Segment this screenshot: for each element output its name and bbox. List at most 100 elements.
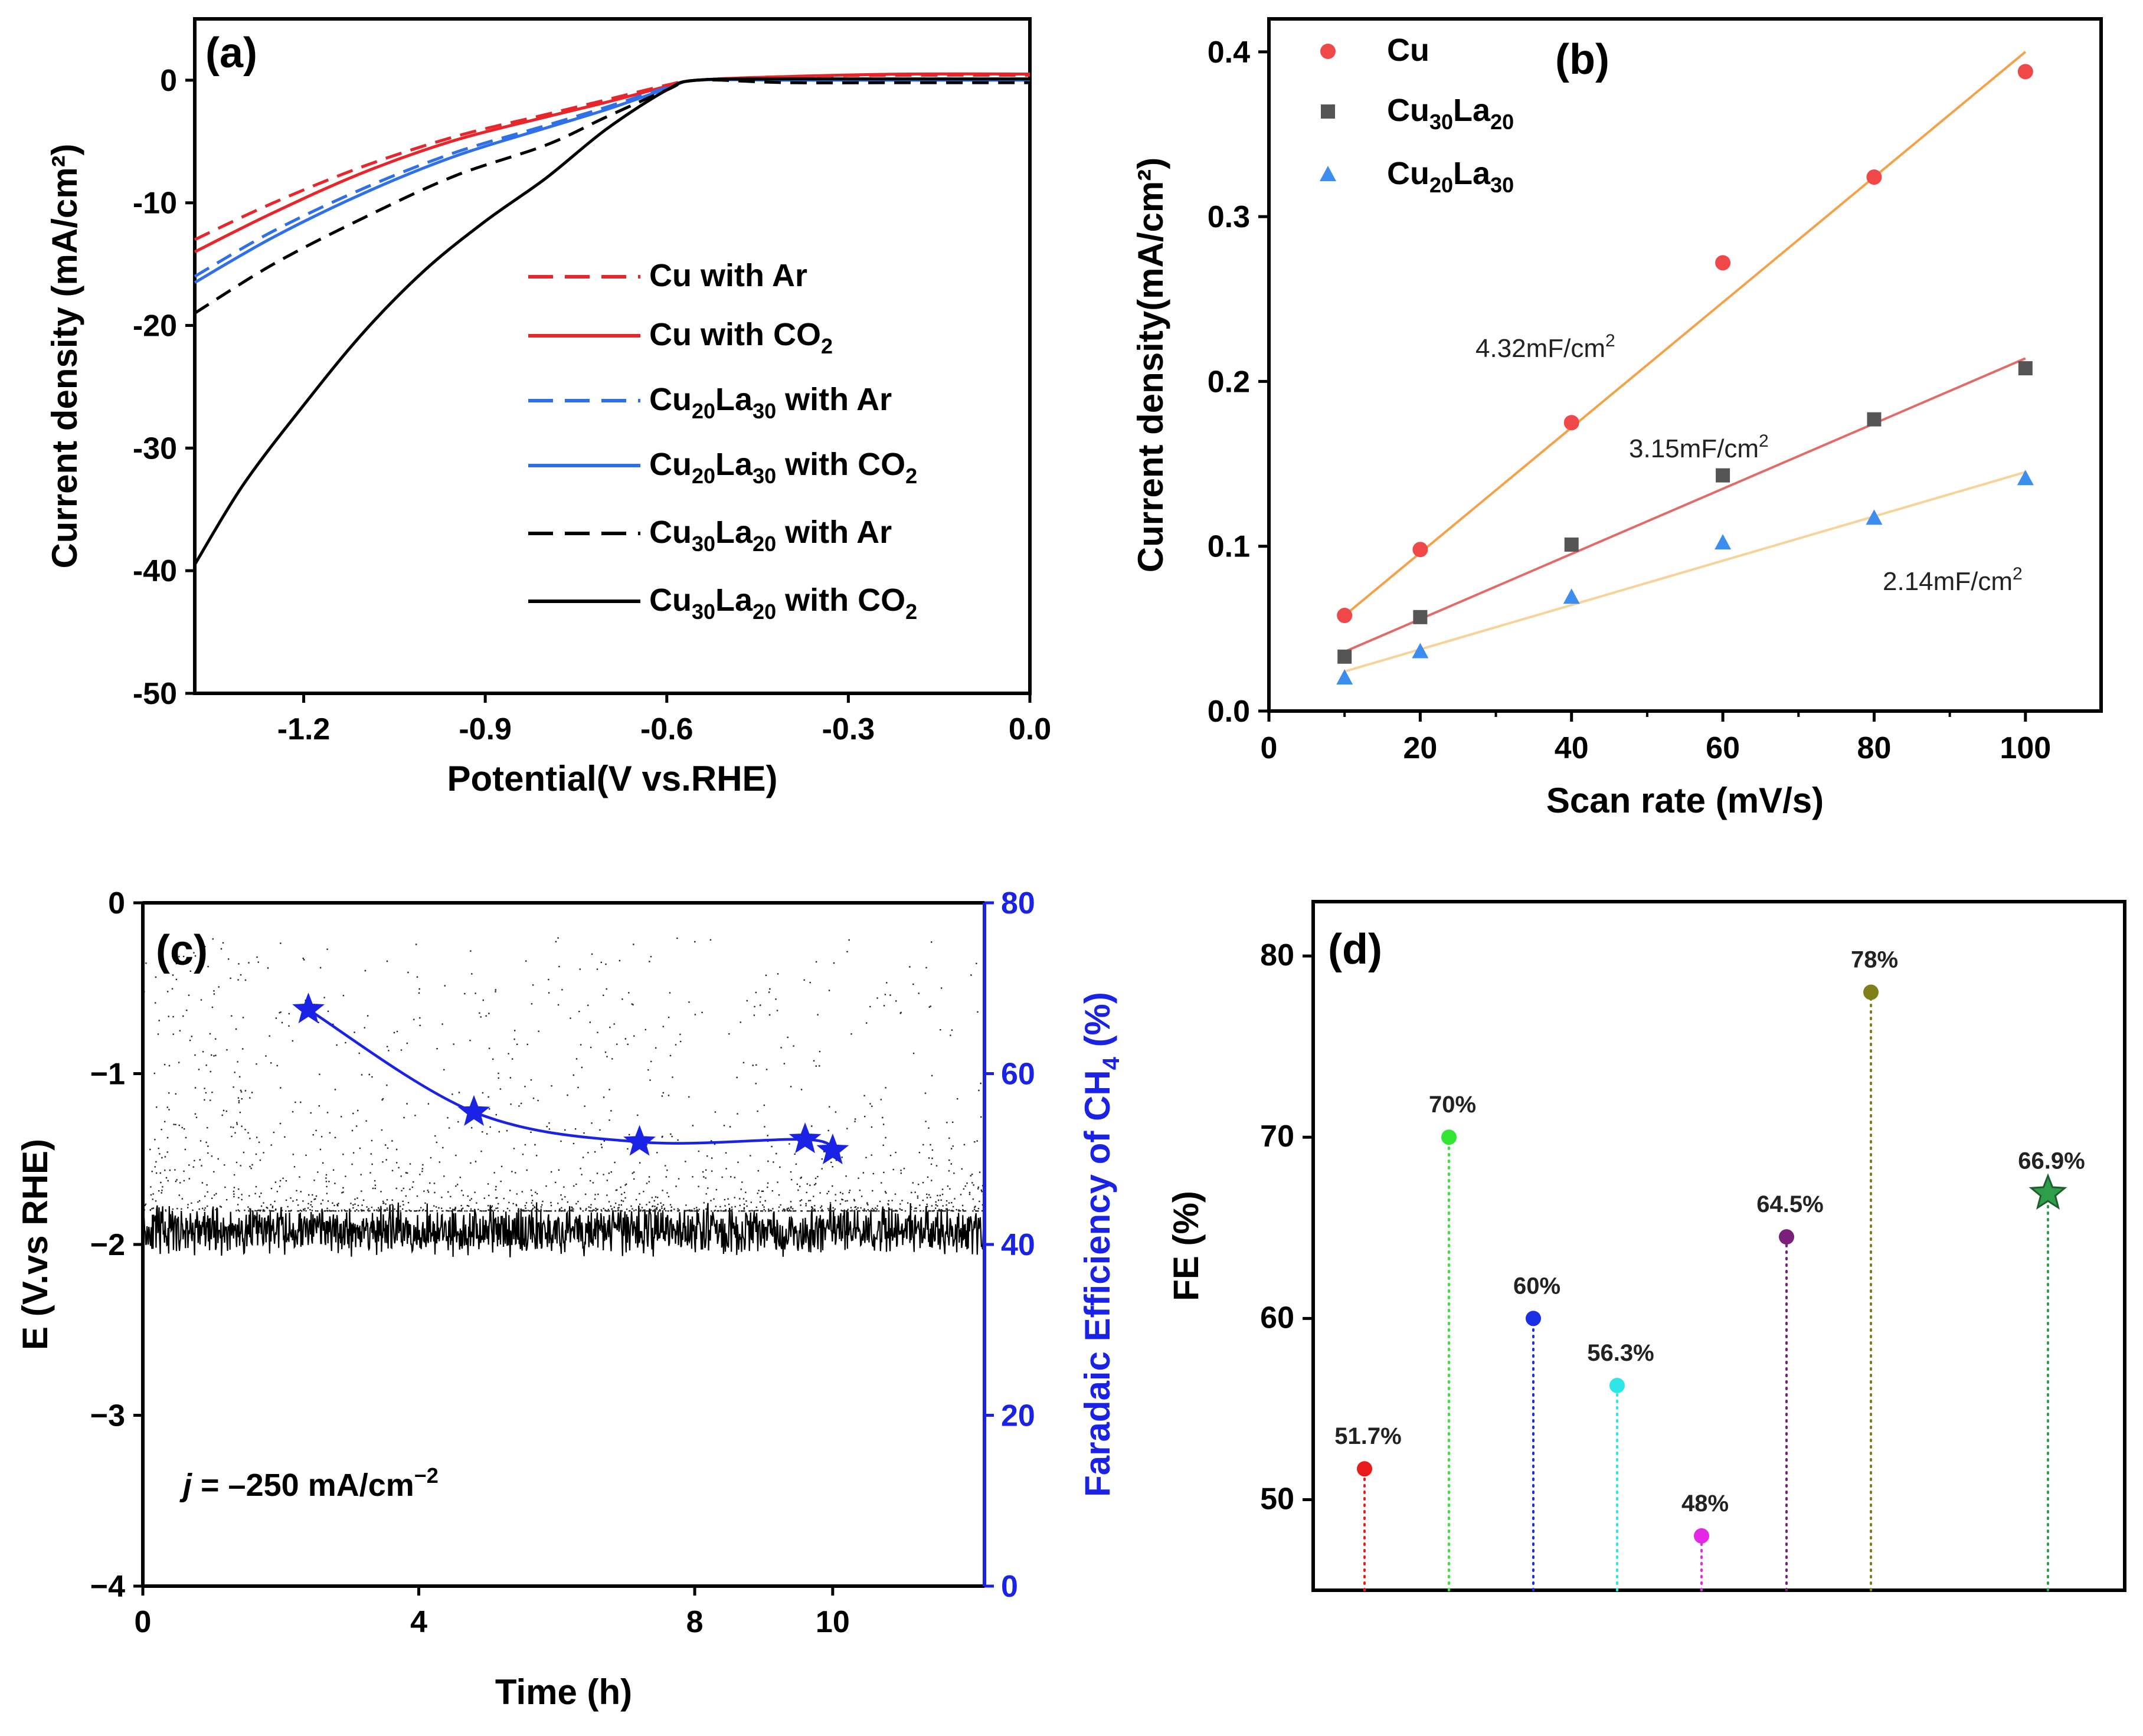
fe-value-label: 70% <box>1429 1092 1476 1118</box>
legend-entry: Cu20La30 with Ar <box>649 382 892 423</box>
panel-a-voltammetry: -1.2 -0.9 -0.6 -0.3 0.0 0 -10 -20 -30 -40 -50 Poten… <box>45 17 1051 798</box>
legend-subscript: 20 <box>692 399 715 423</box>
legend-text: La <box>715 447 753 482</box>
y2-tick-label: 20 <box>1001 1399 1035 1433</box>
data-point <box>1412 643 1429 659</box>
series-line <box>194 78 1030 284</box>
legend-entry: Cu <box>1387 32 1429 68</box>
x-axis-title: Scan rate (mV/s) <box>1546 781 1824 820</box>
y2-title-subscript: 4 <box>1098 1056 1124 1070</box>
legend-subscript: 30 <box>692 532 715 556</box>
plot-frame <box>193 17 1032 695</box>
panel-d-fe-comparison: 50 60 70 80 FE (%) (d) 51.7% 70% 60% 56.3% 48% 64.5… <box>1166 900 2126 1592</box>
x-tick-label: 8 <box>686 1605 704 1639</box>
y-axis-title: E (V.vs RHE) <box>15 1139 55 1350</box>
legend-subscript: 30 <box>752 399 776 423</box>
x-tick-label: 20 <box>1403 731 1437 765</box>
legend-entry: Cu with CO2 <box>649 317 833 358</box>
potential-trace <box>142 1202 986 1257</box>
x-axis-title: Potential(V vs.RHE) <box>447 759 777 798</box>
data-point <box>1412 542 1428 558</box>
y2-axis-title: Faradaic Efficiency of CH4 (%) <box>1078 992 1124 1497</box>
legend-subscript: 20 <box>752 532 776 556</box>
x-tick-label: 0.0 <box>1009 712 1051 746</box>
annotation-text: 2.14mF/cm <box>1883 567 2013 596</box>
legend-text: Cu <box>649 447 692 482</box>
legend-entry: Cu with Ar <box>649 258 807 293</box>
y-tick-label: 60 <box>1260 1301 1294 1335</box>
legend-text: La <box>1453 156 1491 191</box>
current-density-annotation: j = –250 mA/cm−2 <box>179 1463 439 1503</box>
fit-line <box>1344 357 2026 653</box>
y-tick-label: -50 <box>133 677 177 711</box>
data-point <box>1336 669 1353 685</box>
x-tick-label: -0.3 <box>822 712 875 746</box>
x-tick-label: 80 <box>1857 731 1892 765</box>
y-tick-label: 0.0 <box>1208 695 1250 729</box>
panel-label: (a) <box>205 30 257 77</box>
legend-marker <box>1321 104 1335 119</box>
legend-text: Cu <box>649 382 692 417</box>
data-point <box>1337 608 1353 624</box>
legend-text: Cu <box>1387 93 1429 128</box>
legend-text: with Ar <box>776 515 892 550</box>
fe-marker <box>1694 1528 1709 1544</box>
data-point <box>1563 415 1579 431</box>
legend-entry: Cu30La20 with Ar <box>649 515 892 556</box>
y-tick-label: 0.3 <box>1208 200 1250 234</box>
fe-value-label: 78% <box>1851 947 1898 973</box>
x-tick-label: 40 <box>1555 731 1589 765</box>
data-point <box>1866 169 1882 185</box>
legend-text: Cu <box>1387 156 1429 191</box>
y-tick-label: 70 <box>1260 1119 1294 1154</box>
y2-tick-label: 40 <box>1001 1228 1035 1262</box>
fe-marker <box>1441 1129 1457 1145</box>
data-point <box>1716 468 1730 483</box>
legend-subscript: 30 <box>692 600 715 624</box>
fe-star-marker <box>2029 1173 2067 1210</box>
data-point <box>1413 610 1428 624</box>
panel-label: (b) <box>1555 36 1609 83</box>
legend-text: La <box>715 382 753 417</box>
x-tick-label: 60 <box>1706 731 1740 765</box>
legend-entry: Cu20La30 <box>1387 156 1514 197</box>
y2-title-text: (%) <box>1078 992 1117 1057</box>
y-tick-label: 0.1 <box>1208 530 1250 564</box>
x-tick-label: -0.6 <box>640 712 693 746</box>
y-axis-title: FE (%) <box>1166 1191 1206 1301</box>
x-tick-label: 100 <box>2000 731 2051 765</box>
plot-frame <box>1311 900 2126 1592</box>
legend-subscript: 2 <box>821 334 833 358</box>
annotation-superscript: −2 <box>414 1463 439 1488</box>
series-line <box>193 77 1030 566</box>
fe-marker <box>1863 984 1879 1000</box>
legend-text: La <box>715 582 753 618</box>
y-tick-label: 50 <box>1260 1482 1294 1516</box>
legend-entry: Cu20La30 with CO2 <box>649 447 917 488</box>
panel-c-stability: 0 4 8 10 0 −1 −2 −3 −4 0 20 40 60 80 Time (h) E (V.vs R… <box>15 886 1124 1712</box>
panel-label: (c) <box>156 927 208 974</box>
data-point <box>1715 255 1731 271</box>
x-tick-label: 0 <box>1261 731 1278 765</box>
slope-annotation: 3.15mF/cm2 <box>1629 431 1769 463</box>
data-point <box>2017 470 2034 486</box>
legend-subscript: 2 <box>905 600 917 624</box>
legend-text: Cu <box>649 582 692 618</box>
legend-text: with CO <box>776 582 905 618</box>
y-tick-label: 0.2 <box>1208 365 1250 399</box>
series-line <box>194 77 1030 278</box>
y-tick-label: 0.4 <box>1208 35 1250 70</box>
legend-subscript: 20 <box>752 600 776 624</box>
fe-marker <box>1779 1229 1794 1245</box>
data-point <box>1866 509 1883 525</box>
annotation-text: = –250 mA/cm <box>192 1468 414 1503</box>
data-point <box>1715 534 1732 550</box>
slope-annotation: 4.32mF/cm2 <box>1475 331 1615 363</box>
data-point <box>1867 412 1882 427</box>
y-tick-label: −1 <box>90 1057 125 1092</box>
plot-frame <box>1267 17 2103 713</box>
faradaic-star <box>623 1125 656 1156</box>
data-point <box>1564 537 1579 552</box>
legend-marker <box>1320 166 1336 181</box>
y2-tick-label: 0 <box>1001 1570 1018 1604</box>
